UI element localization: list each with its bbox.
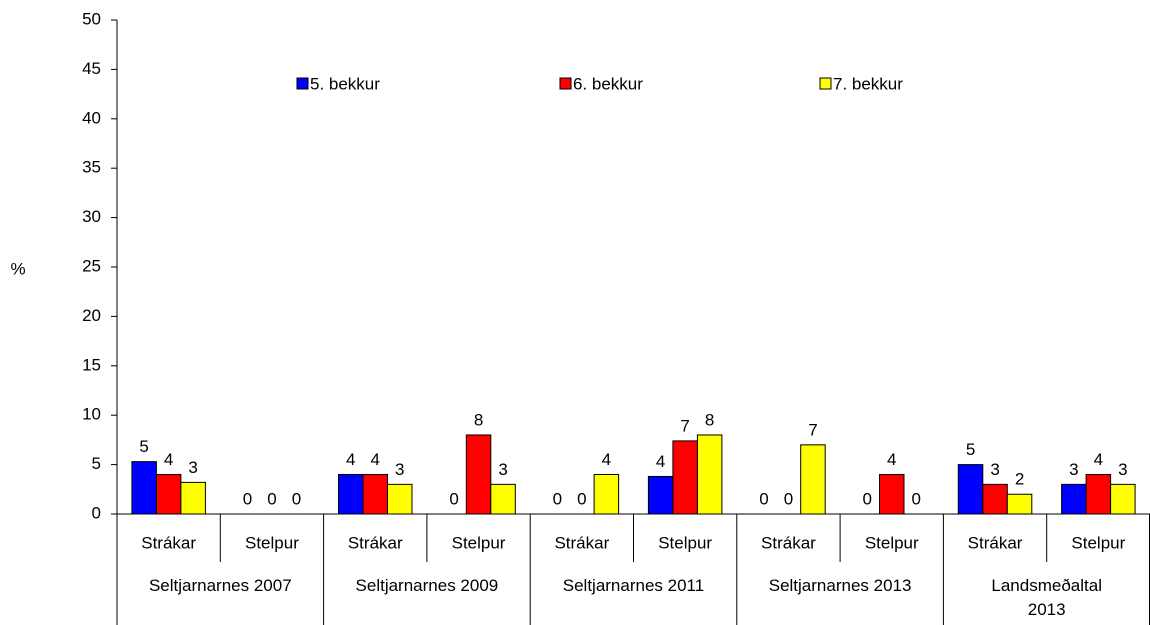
y-tick-label: 35 [82, 158, 101, 177]
data-label: 0 [784, 489, 793, 508]
x-tick-label: Strákar [554, 533, 609, 552]
bar [647, 475, 674, 515]
bar [1085, 473, 1112, 515]
data-label: 8 [474, 410, 483, 429]
x-tick-label: Strákar [348, 533, 403, 552]
y-tick-label: 5 [92, 454, 101, 473]
bar [672, 440, 698, 515]
bar [696, 434, 723, 515]
bar [180, 481, 206, 515]
y-tick-label: 10 [82, 405, 101, 424]
y-tick-label: 45 [82, 59, 101, 78]
bar [1110, 483, 1136, 515]
bar [131, 461, 157, 515]
data-label: 0 [863, 489, 872, 508]
data-label: 3 [1069, 460, 1078, 479]
bar [490, 483, 516, 515]
data-label: 0 [577, 489, 586, 508]
data-label: 7 [808, 420, 817, 439]
bar [957, 464, 984, 515]
x-tick-label: Stelpur [452, 533, 506, 552]
y-tick-label: 40 [82, 108, 101, 127]
x-tick-label: Stelpur [245, 533, 299, 552]
y-tick-label: 0 [92, 503, 101, 522]
bar [338, 473, 364, 515]
data-label: 4 [887, 450, 896, 469]
bar [800, 444, 826, 515]
data-label: 3 [498, 460, 507, 479]
y-tick-label: 30 [82, 207, 101, 226]
data-label: 0 [292, 489, 301, 508]
data-label: 0 [553, 489, 562, 508]
data-label: 4 [1094, 450, 1103, 469]
data-label: 4 [371, 450, 380, 469]
x-tick-label: Strákar [761, 533, 816, 552]
bar [1061, 483, 1087, 515]
data-label: 3 [1118, 460, 1127, 479]
data-label: 0 [912, 489, 921, 508]
x-tick-label: Stelpur [1071, 533, 1125, 552]
data-label: 8 [705, 410, 714, 429]
x-tick-label: Stelpur [865, 533, 919, 552]
x-tick-label: Stelpur [658, 533, 712, 552]
data-label: 2 [1015, 470, 1024, 489]
bar [879, 473, 905, 515]
data-label: 4 [164, 450, 173, 469]
y-tick-label: 20 [82, 306, 101, 325]
x-tick-label: Strákar [141, 533, 196, 552]
data-label: 5 [139, 437, 148, 456]
group-label: Seltjarnarnes 2007 [148, 576, 292, 595]
legend-label: 5. bekkur [310, 74, 380, 93]
legend-label: 7. bekkur [833, 74, 903, 93]
data-label: 4 [602, 450, 611, 469]
y-tick-label: 25 [82, 256, 101, 275]
bar [593, 473, 620, 515]
bar [155, 473, 182, 515]
group-label: Seltjarnarnes 2009 [355, 576, 499, 595]
data-label: 3 [395, 460, 404, 479]
data-label: 0 [267, 489, 276, 508]
legend-swatch [296, 77, 309, 90]
y-tick-label: 15 [82, 355, 101, 374]
data-label: 4 [656, 452, 665, 471]
group-label: Landsmeðaltal 2013 [991, 576, 1102, 619]
bar [465, 434, 492, 515]
group-label: Seltjarnarnes 2011 [562, 576, 705, 595]
data-label: 0 [243, 489, 252, 508]
data-label: 3 [990, 460, 999, 479]
legend-swatch [819, 77, 832, 90]
data-label: 0 [449, 489, 458, 508]
data-label: 0 [759, 489, 768, 508]
bar [1006, 493, 1033, 515]
legend-label: 6. bekkur [573, 74, 643, 93]
data-label: 7 [680, 416, 689, 435]
y-tick-label: 50 [82, 9, 101, 28]
bar [362, 473, 388, 515]
data-label: 4 [346, 450, 355, 469]
data-label: 3 [188, 458, 197, 477]
bar [982, 483, 1008, 515]
x-tick-label: Strákar [968, 533, 1023, 552]
group-label: Seltjarnarnes 2013 [768, 576, 912, 595]
bar [387, 483, 413, 515]
y-axis-label: % [10, 259, 25, 278]
legend-swatch [559, 77, 572, 90]
data-label: 5 [966, 440, 975, 459]
